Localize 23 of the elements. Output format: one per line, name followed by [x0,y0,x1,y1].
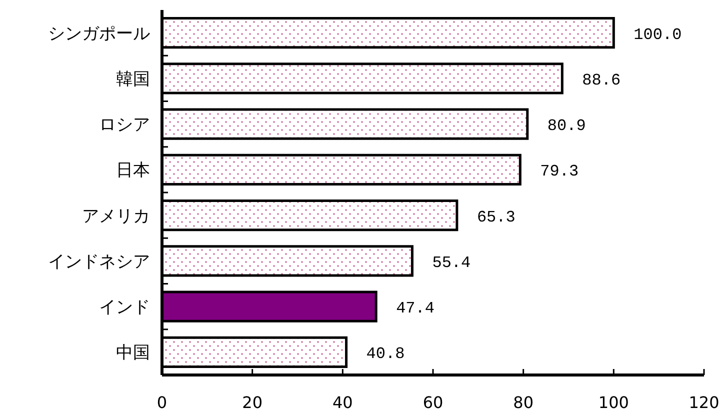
data-label: 80.9 [547,117,586,136]
data-label: 88.6 [582,71,621,90]
x-tick-label: 60 [422,393,444,412]
data-label: 47.4 [396,300,434,318]
data-label: 100.0 [634,26,682,44]
x-tick-label: 20 [242,393,263,412]
y-tick-label: 中国 [116,343,150,364]
data-label: 65.3 [476,208,516,226]
y-tick-label: インド [99,298,150,318]
x-tick-label: 120 [688,393,720,412]
x-tick-label: 80 [513,393,534,412]
y-tick-label: シンガポール [48,24,150,44]
y-tick-label: 日本 [116,160,150,181]
y-tick-label: 韓国 [116,69,150,90]
x-tick-label: 0 [156,393,168,412]
x-tick-label: 100 [598,393,629,412]
data-label: 79.3 [540,162,579,181]
data-label: 55.4 [432,254,471,272]
y-tick-label: アメリカ [82,206,150,226]
x-tick-label: 40 [332,393,353,412]
y-tick-label: インドネシア [48,252,150,272]
y-tick-label: ロシア [99,115,150,136]
data-label: 40.8 [366,345,405,364]
